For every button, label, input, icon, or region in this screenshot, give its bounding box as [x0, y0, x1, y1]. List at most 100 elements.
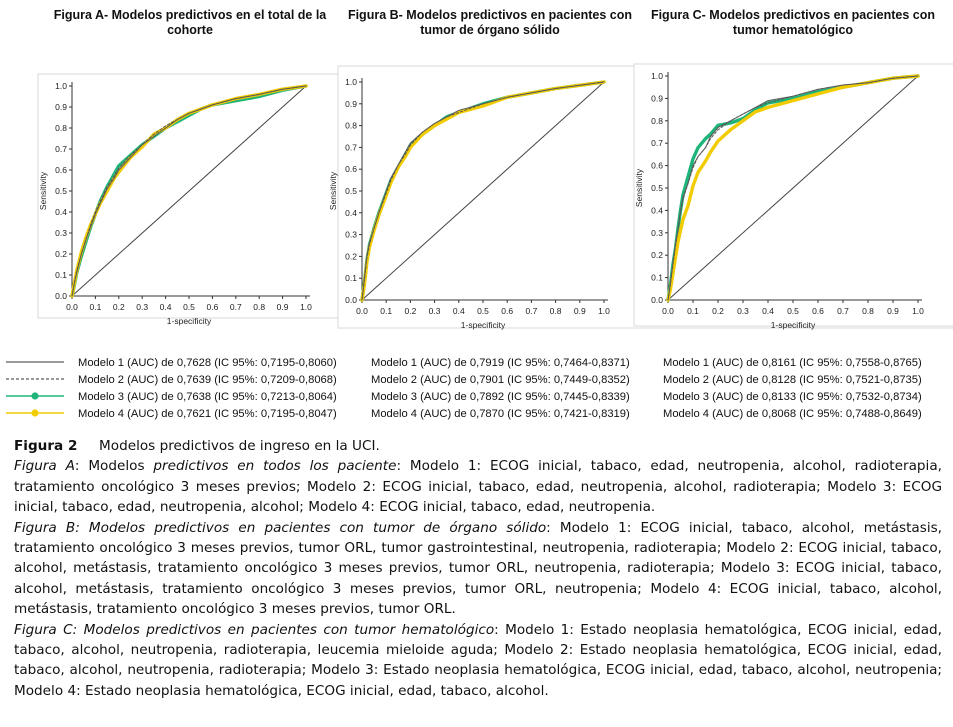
chart-b-y-tick-label: 0.3 — [345, 230, 357, 240]
panel-c-title: Figura C- Modelos predictivos en pacient… — [650, 8, 936, 37]
chart-a-y-tick-label: 0.4 — [55, 207, 67, 217]
chart-b-x-tick-label: 0.6 — [501, 306, 513, 316]
chart-c-x-tick-label: 0.6 — [812, 306, 824, 316]
chart-a-x-tick-label: 0.6 — [206, 302, 218, 312]
chart-b-y-tick-label: 0.7 — [345, 142, 357, 152]
legend-entry-a-modelo-3: Modelo 3 (AUC) de 0,7638 (IC 95%: 0,7213… — [78, 391, 337, 403]
chart-c-y-axis-label: Sensitivity — [634, 168, 644, 207]
legend-entry-b-modelo-4: Modelo 4 (AUC) de 0,7870 (IC 95%: 0,7421… — [371, 408, 630, 420]
chart-b-reference-diagonal — [361, 81, 605, 301]
panel-b-title: Figura B- Modelos predictivos en pacient… — [347, 8, 633, 37]
chart-c-x-tick-label: 0.5 — [787, 306, 799, 316]
legend-marker-modelo-3 — [31, 392, 39, 400]
chart-a-y-tick-label: 1.0 — [55, 81, 67, 91]
chart-a-x-tick-label: 0.4 — [160, 302, 172, 312]
chart-c-y-tick-label: 0.1 — [651, 273, 663, 283]
chart-b-x-tick-label: 0.7 — [525, 306, 537, 316]
legend-entry-a-modelo-1: Modelo 1 (AUC) de 0,7628 (IC 95%: 0,7195… — [78, 357, 337, 369]
chart-a-x-tick-label: 0.3 — [136, 302, 148, 312]
chart-c-x-tick-label: 0.9 — [887, 306, 899, 316]
roc-charts-svg: 0.00.00.10.10.20.20.30.30.40.40.50.50.60… — [6, 63, 953, 420]
caption-figure-b: Figura B: Modelos predictivos en pacient… — [14, 519, 943, 618]
legend-entry-b-modelo-1: Modelo 1 (AUC) de 0,7919 (IC 95%: 0,7464… — [371, 357, 630, 369]
chart-b-y-tick-label: 0.9 — [345, 99, 357, 109]
chart-a-x-tick-label: 0.5 — [183, 302, 195, 312]
chart-b-y-tick-label: 0.4 — [345, 208, 357, 218]
chart-a-x-tick-label: 0.0 — [66, 302, 78, 312]
chart-a-series-modelo-2 — [71, 85, 307, 297]
chart-a-x-tick-label: 0.8 — [253, 302, 265, 312]
caption-figure-c: Figura C: Modelos predictivos en pacient… — [14, 621, 943, 699]
chart-a-x-tick-label: 0.7 — [230, 302, 242, 312]
chart-a-frame — [37, 73, 354, 319]
chart-c-y-tick-label: 1.0 — [651, 71, 663, 81]
chart-a-x-axis-label: 1-specificity — [167, 316, 212, 326]
chart-c-y-tick-label: 0.2 — [651, 250, 663, 260]
legend-entry-c-modelo-4: Modelo 4 (AUC) de 0,8068 (IC 95%: 0,7488… — [663, 408, 922, 420]
chart-c-y-tick-label: 0.8 — [651, 116, 663, 126]
chart-a-y-tick-label: 0.1 — [55, 270, 67, 280]
chart-b-y-tick-label: 0.8 — [345, 121, 357, 131]
chart-c-x-tick-label: 0.3 — [737, 306, 749, 316]
chart-b-x-tick-label: 0.3 — [429, 306, 441, 316]
chart-b-y-axis-label: Sensitivity — [328, 171, 338, 210]
chart-c-x-tick-label: 0.8 — [862, 306, 874, 316]
chart-a-y-axis-label: Sensitivity — [38, 171, 48, 210]
legend-marker-modelo-4 — [31, 409, 39, 417]
legend-entry-a-modelo-4: Modelo 4 (AUC) de 0,7621 (IC 95%: 0,7195… — [78, 408, 337, 420]
chart-b-x-tick-label: 0.4 — [453, 306, 465, 316]
chart-a-x-tick-label: 1.0 — [300, 302, 312, 312]
chart-a-y-tick-label: 0.2 — [55, 249, 67, 259]
chart-c-series-modelo-1 — [667, 75, 919, 301]
chart-a-y-tick-label: 0.6 — [55, 165, 67, 175]
chart-b-y-tick-label: 0.6 — [345, 164, 357, 174]
chart-a-y-tick-label: 0.3 — [55, 228, 67, 238]
legend-entry-b-modelo-3: Modelo 3 (AUC) de 0,7892 (IC 95%: 0,7445… — [371, 391, 630, 403]
figure-caption: Figura 2 Modelos predictivos de ingreso … — [14, 436, 942, 701]
chart-b-series-modelo-1 — [361, 81, 605, 301]
chart-b-x-tick-label: 0.9 — [574, 306, 586, 316]
chart-c-x-tick-label: 0.4 — [762, 306, 774, 316]
chart-c-x-tick-label: 0.0 — [662, 306, 674, 316]
chart-a-x-tick-label: 0.9 — [277, 302, 289, 312]
chart-a-series-modelo-1 — [71, 85, 307, 297]
panel-a-title: Figura A- Modelos predictivos en el tota… — [53, 8, 327, 37]
chart-c-x-axis-label: 1-specificity — [771, 320, 816, 330]
chart-b-y-tick-label: 0.2 — [345, 251, 357, 261]
chart-b-x-axis-label: 1-specificity — [461, 320, 506, 330]
chart-c-series-modelo-4 — [666, 74, 920, 302]
chart-b-y-tick-label: 1.0 — [345, 77, 357, 87]
chart-b-x-tick-label: 0.5 — [477, 306, 489, 316]
chart-c-y-tick-label: 0.7 — [651, 138, 663, 148]
chart-a-y-tick-label: 0.0 — [55, 291, 67, 301]
chart-c-x-tick-label: 0.1 — [687, 306, 699, 316]
chart-a-x-tick-label: 0.1 — [89, 302, 101, 312]
chart-a-y-tick-label: 0.9 — [55, 102, 67, 112]
chart-b-y-tick-label: 0.1 — [345, 273, 357, 283]
chart-a-y-tick-label: 0.8 — [55, 123, 67, 133]
chart-a-reference-diagonal — [71, 85, 307, 297]
chart-b-y-tick-label: 0.0 — [345, 295, 357, 305]
roc-figure: Figura A- Modelos predictivos en el tota… — [6, 8, 953, 420]
chart-b-x-tick-label: 0.8 — [550, 306, 562, 316]
legend-entry-a-modelo-2: Modelo 2 (AUC) de 0,7639 (IC 95%: 0,7209… — [78, 374, 337, 386]
chart-c-y-tick-label: 0.4 — [651, 205, 663, 215]
chart-a-y-tick-label: 0.5 — [55, 186, 67, 196]
chart-c-y-tick-label: 0.0 — [651, 295, 663, 305]
chart-a-y-tick-label: 0.7 — [55, 144, 67, 154]
caption-figure-a: Figura A: Modelos predictivos en todos l… — [14, 458, 942, 516]
caption-heading: Figura 2 Modelos predictivos de ingreso … — [14, 438, 380, 454]
chart-b-x-tick-label: 0.0 — [356, 306, 368, 316]
chart-c-x-tick-label: 0.2 — [712, 306, 724, 316]
chart-c-x-tick-label: 0.7 — [837, 306, 849, 316]
legend-entry-c-modelo-1: Modelo 1 (AUC) de 0,8161 (IC 95%: 0,7558… — [663, 357, 922, 369]
chart-c-reference-diagonal — [667, 75, 919, 301]
chart-c-y-tick-label: 0.9 — [651, 93, 663, 103]
chart-b-x-tick-label: 1.0 — [598, 306, 610, 316]
legend-entry-b-modelo-2: Modelo 2 (AUC) de 0,7901 (IC 95%: 0,7449… — [371, 374, 630, 386]
chart-c-y-tick-label: 0.3 — [651, 228, 663, 238]
chart-c-x-tick-label: 1.0 — [912, 306, 924, 316]
chart-b-y-tick-label: 0.5 — [345, 186, 357, 196]
chart-c-y-tick-label: 0.6 — [651, 161, 663, 171]
chart-b-x-tick-label: 0.1 — [380, 306, 392, 316]
